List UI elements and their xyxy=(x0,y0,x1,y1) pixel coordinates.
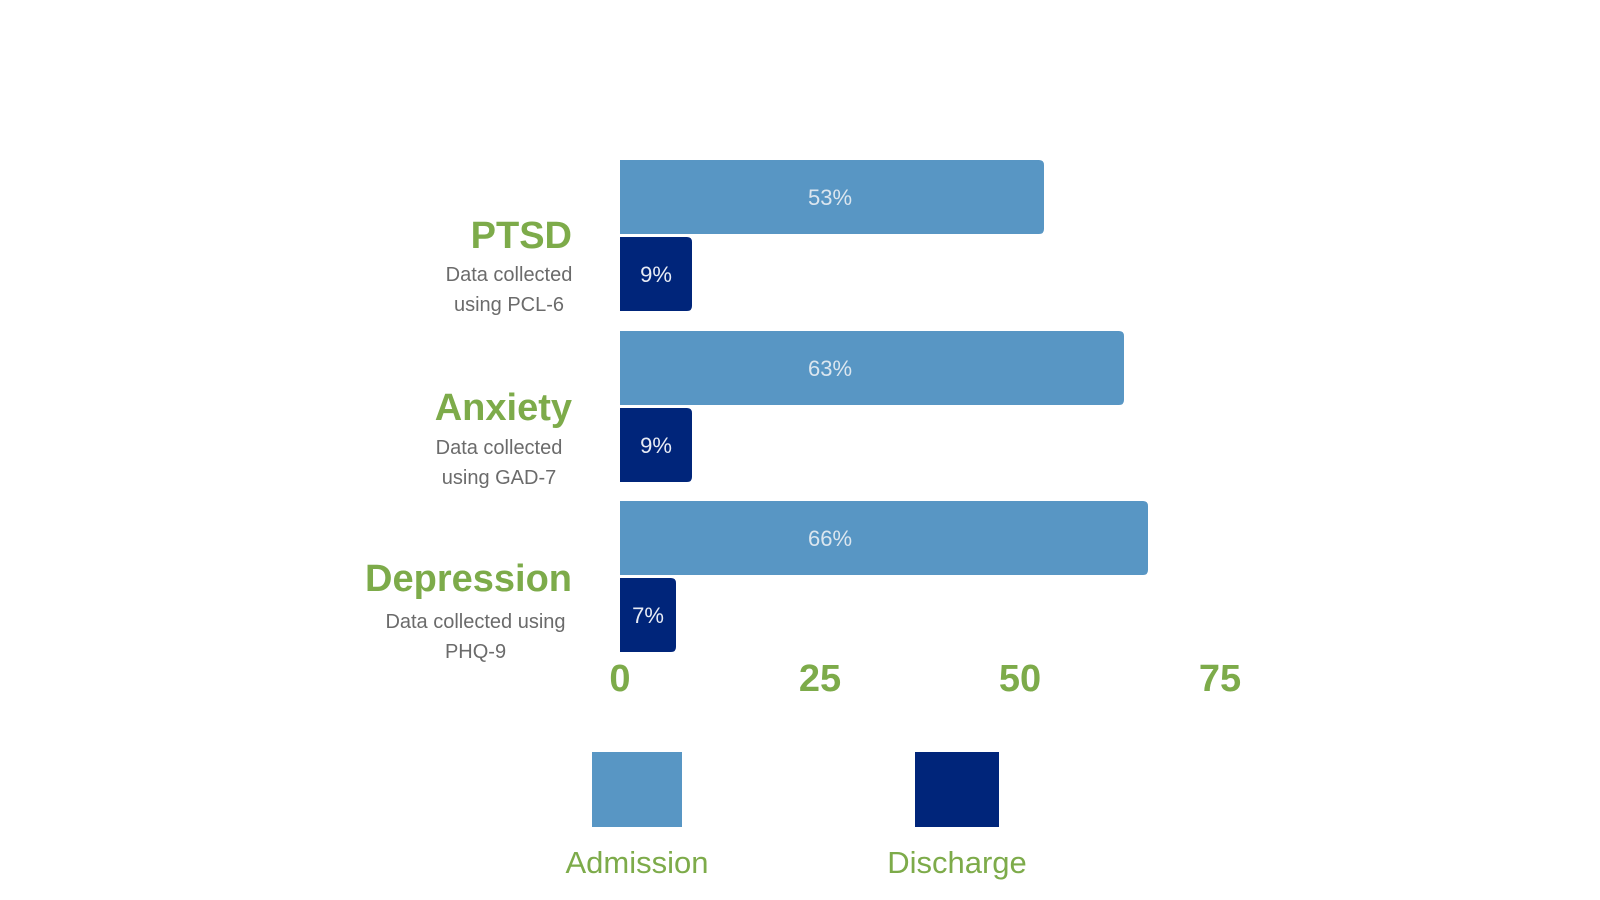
legend-label-admission: Admission xyxy=(565,845,709,880)
data-label-admission-depression: 66% xyxy=(808,526,852,551)
category-title-anxiety: Anxiety xyxy=(434,387,572,429)
category-title-ptsd: PTSD xyxy=(470,215,572,257)
legend-label-discharge: Discharge xyxy=(887,845,1027,880)
bar-admission-depression xyxy=(620,501,1148,575)
legend-swatch-admission xyxy=(592,752,682,827)
category-note-anxiety: Data collected using GAD-7 xyxy=(435,437,563,489)
bar-admission-ptsd xyxy=(620,160,1044,234)
data-label-discharge-depression: 7% xyxy=(632,603,664,628)
data-label-admission-ptsd: 53% xyxy=(808,185,852,210)
data-label-admission-anxiety: 63% xyxy=(808,356,852,381)
x-tick-label: 25 xyxy=(798,658,842,700)
bar-admission-anxiety xyxy=(620,331,1124,405)
category-note-ptsd: Data collected using PCL-6 xyxy=(445,264,573,316)
legend-swatch-discharge xyxy=(915,752,999,827)
data-label-discharge-ptsd: 9% xyxy=(640,262,672,287)
x-tick-label: 0 xyxy=(609,658,631,700)
x-tick-label: 75 xyxy=(1198,658,1242,700)
bar-discharge-ptsd xyxy=(620,237,692,311)
category-title-depression: Depression xyxy=(365,558,572,600)
category-note-depression: Data collected using PHQ-9 xyxy=(385,611,566,663)
data-label-discharge-anxiety: 9% xyxy=(640,433,672,458)
bar-discharge-anxiety xyxy=(620,408,692,482)
bar-discharge-depression xyxy=(620,578,676,652)
x-tick-label: 50 xyxy=(998,658,1042,700)
